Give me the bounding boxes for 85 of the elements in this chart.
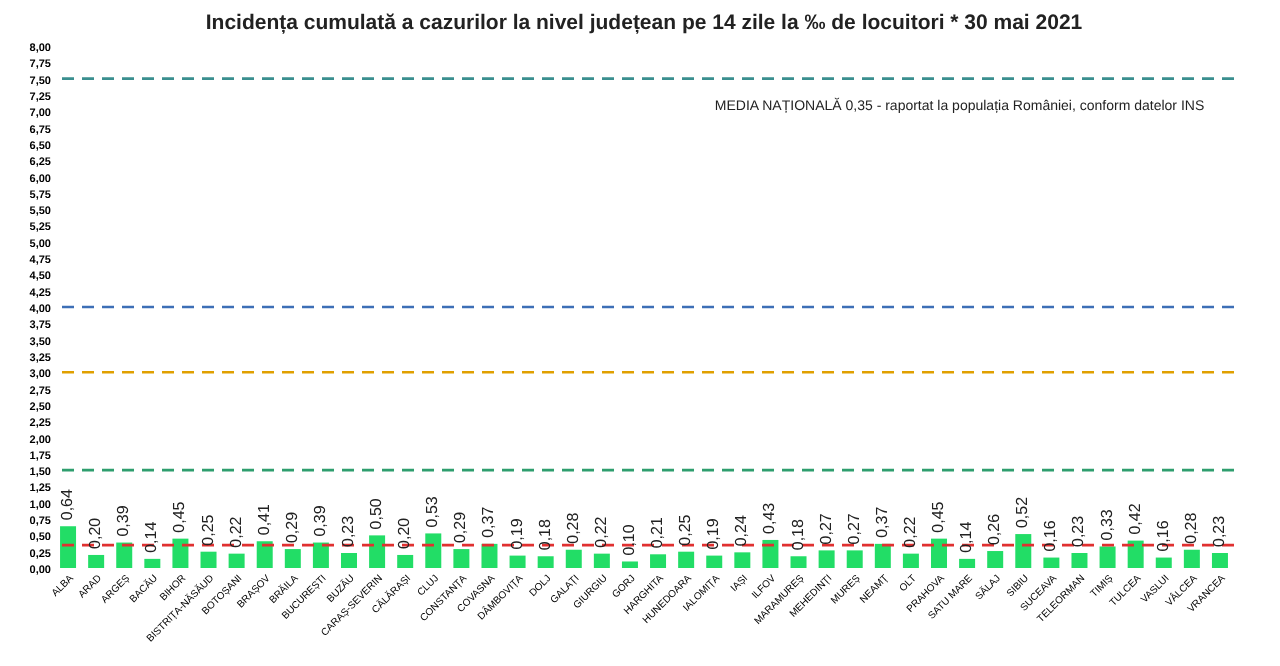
data-label: 0,23 — [1069, 514, 1088, 547]
data-label: 0,27 — [816, 512, 835, 545]
bar — [481, 543, 498, 568]
data-label: 0,20 — [86, 516, 105, 549]
data-label: 0,21 — [648, 516, 667, 549]
bar — [341, 552, 357, 568]
data-label: 0,10 — [619, 523, 638, 556]
data-label: 0,43 — [760, 501, 779, 534]
chart-title: Incidența cumulată a cazurilor la nivel județean pe 14 zile la ‰ de locuitori * 30 mai 2021 — [205, 11, 1083, 35]
data-label: 0,39 — [310, 504, 329, 537]
data-label: 0,53 — [423, 495, 442, 528]
data-label: 0,29 — [282, 510, 301, 544]
bar — [1071, 552, 1088, 568]
data-label: 0,45 — [929, 500, 947, 533]
bar — [902, 553, 919, 568]
bar — [60, 526, 77, 568]
bar — [818, 550, 835, 568]
data-label: 0,14 — [957, 520, 976, 553]
bar — [1127, 540, 1144, 568]
data-label: 0,20 — [395, 516, 414, 549]
data-label: 0,22 — [591, 515, 610, 548]
data-label: 0,18 — [535, 518, 554, 551]
data-label: 0,45 — [170, 500, 189, 533]
bar — [509, 555, 526, 568]
bar — [931, 538, 947, 568]
data-label: 0,50 — [367, 497, 386, 530]
bar — [987, 551, 1004, 568]
bar — [1015, 534, 1032, 568]
bar — [116, 542, 133, 568]
data-label: 0,14 — [142, 520, 161, 553]
bar — [1183, 549, 1200, 568]
data-label: 0,52 — [1013, 495, 1032, 529]
data-label: 0,22 — [226, 515, 245, 548]
bar — [959, 558, 976, 568]
bar — [172, 538, 189, 568]
bar — [200, 551, 217, 568]
data-label: 0,37 — [479, 505, 498, 538]
bar — [256, 541, 273, 568]
data-label: 0,26 — [985, 512, 1004, 546]
bar — [1155, 557, 1172, 568]
bar — [621, 561, 638, 568]
bar — [1043, 557, 1060, 568]
data-label: 0,22 — [900, 515, 919, 548]
bar — [1099, 546, 1116, 568]
data-label: 0,29 — [451, 510, 470, 544]
bar — [1211, 552, 1228, 568]
data-label: 0,16 — [1153, 519, 1172, 552]
bar — [369, 535, 386, 568]
bar — [144, 558, 161, 568]
bar — [425, 533, 442, 568]
bar — [706, 555, 723, 568]
bar — [593, 553, 610, 568]
data-label: 0,19 — [704, 517, 723, 550]
bar — [650, 554, 667, 568]
bar — [846, 550, 863, 568]
data-label: 0,25 — [676, 513, 695, 546]
data-label: 0,18 — [788, 518, 807, 551]
data-label: 0,25 — [198, 513, 217, 546]
bar — [565, 549, 582, 568]
bar — [312, 542, 329, 568]
bar — [537, 556, 554, 568]
bar — [678, 551, 695, 568]
data-label: 0,41 — [254, 503, 273, 536]
data-label: 0,23 — [1209, 514, 1228, 547]
bar — [284, 549, 301, 568]
data-label: 0,24 — [732, 514, 751, 547]
data-label: 0,39 — [114, 504, 133, 537]
data-label: 0,28 — [1181, 511, 1200, 544]
data-label: 0,64 — [58, 488, 77, 521]
bar — [874, 543, 891, 568]
bar — [397, 554, 414, 568]
data-label: 0,19 — [507, 517, 526, 550]
data-label: 0,16 — [1041, 519, 1060, 552]
bar — [762, 539, 779, 568]
data-label: 0,23 — [339, 514, 357, 547]
bar — [790, 556, 807, 568]
data-label: 0,37 — [872, 505, 891, 538]
data-label: 0,42 — [1125, 502, 1144, 535]
bar — [228, 553, 245, 568]
data-label: 0,27 — [844, 512, 863, 545]
bar — [88, 554, 105, 568]
bar — [734, 552, 751, 568]
bar — [453, 549, 470, 568]
data-label: 0,28 — [563, 511, 582, 544]
data-label: 0,33 — [1097, 508, 1116, 541]
